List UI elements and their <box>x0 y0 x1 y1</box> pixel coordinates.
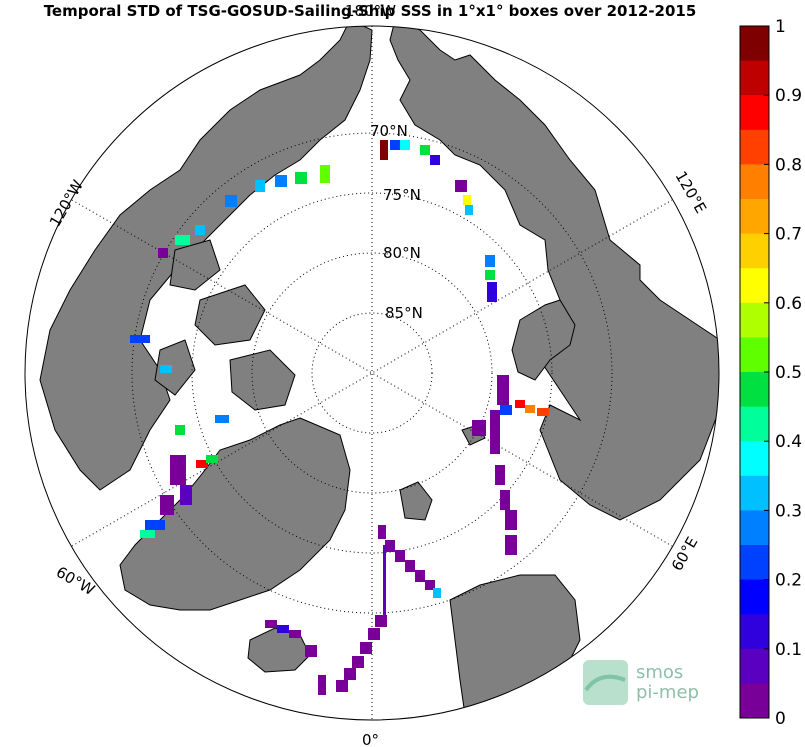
colorbar-segment <box>740 60 769 96</box>
colorbar-tick-label: 0.8 <box>775 155 802 175</box>
lat-label-70: 70°N <box>370 122 408 140</box>
colorbar-segment <box>740 372 769 408</box>
colorbar-segment <box>740 579 769 615</box>
logo-text-smos: smos <box>636 662 683 683</box>
colorbar-tick-label: 0.2 <box>775 571 802 591</box>
colorbar-segment <box>740 129 769 165</box>
lon-label-180: 180°W <box>345 2 396 20</box>
colorbar-tick-label: 0.6 <box>775 294 802 314</box>
colorbar-segment <box>740 302 769 338</box>
logo-icon <box>583 660 628 705</box>
colorbar <box>740 26 769 719</box>
land-archipelago-3 <box>229 349 296 411</box>
colorbar-segment <box>740 475 769 511</box>
colorbar-segment <box>740 545 769 581</box>
map-title: Temporal STD of TSG-GOSUD-Sailing-Ship S… <box>43 2 697 20</box>
land-siberia <box>389 26 719 521</box>
land-north-america <box>39 26 373 491</box>
colorbar-segment <box>740 268 769 304</box>
colorbar-segment <box>740 199 769 235</box>
colorbar-segment <box>740 510 769 546</box>
colorbar-segment <box>740 441 769 477</box>
land-archipelago-1 <box>169 239 221 291</box>
lat-label-85: 85°N <box>385 304 423 322</box>
lon-label-0: 0° <box>362 731 379 747</box>
colorbar-tick-label: 0.5 <box>775 363 802 383</box>
data-boxes <box>130 140 549 695</box>
colorbar-tick-label: 0 <box>775 709 786 729</box>
lat-label-80: 80°N <box>383 244 421 262</box>
colorbar-segment <box>740 614 769 650</box>
colorbar-segment <box>740 683 769 719</box>
logo-text-pimep: pi-mep <box>636 682 699 703</box>
colorbar-segment <box>740 648 769 684</box>
colorbar-tick-label: 0.9 <box>775 86 802 106</box>
colorbar-segment <box>740 95 769 131</box>
colorbar-segment <box>740 233 769 269</box>
colorbar-segment <box>740 337 769 373</box>
land-novaya-zemlya <box>511 299 576 381</box>
smos-pimep-logo: smos pi-mep <box>583 660 699 705</box>
lat-label-75: 75°N <box>383 186 421 204</box>
land-archipelago-2 <box>194 284 266 346</box>
land-archipelago-4 <box>154 339 196 396</box>
land-scandinavia <box>449 574 581 720</box>
colorbar-tick-label: 0.1 <box>775 640 802 660</box>
colorbar-tick-label: 0.3 <box>775 501 802 521</box>
colorbar-tick-label: 1 <box>775 17 786 37</box>
map-border <box>24 25 720 721</box>
colorbar-labels: 1 0.9 0.8 0.7 0.6 0.5 0.4 0.3 0.2 0.1 0 <box>764 17 802 729</box>
colorbar-tick-label: 0.4 <box>775 432 802 452</box>
colorbar-segment <box>740 26 769 62</box>
colorbar-segment <box>740 406 769 442</box>
land-svalbard <box>399 481 433 521</box>
colorbar-segment <box>740 164 769 200</box>
graticule <box>71 26 673 720</box>
colorbar-tick-label: 0.7 <box>775 225 802 245</box>
